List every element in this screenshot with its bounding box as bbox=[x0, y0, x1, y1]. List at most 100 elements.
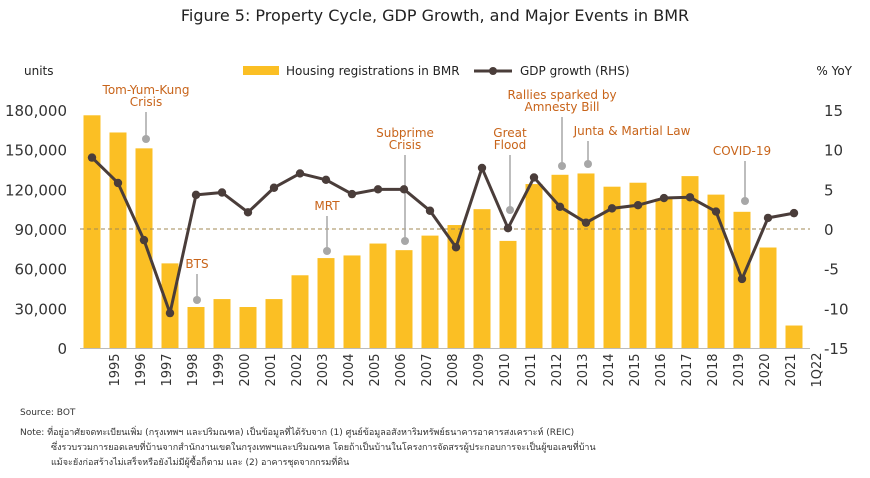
category-label: 2000 bbox=[238, 353, 253, 386]
right-tick-label: 10 bbox=[824, 142, 843, 160]
gdp-point bbox=[737, 274, 747, 284]
note-label: Note: bbox=[20, 428, 45, 438]
left-tick-label: 180,000 bbox=[5, 102, 67, 120]
category-label: 2021 bbox=[784, 353, 799, 386]
category-label: 2003 bbox=[316, 353, 331, 386]
annotation-marker bbox=[323, 247, 331, 255]
category-label: 2013 bbox=[576, 353, 591, 386]
category-label: 2019 bbox=[732, 353, 747, 386]
right-tick-label: -10 bbox=[824, 300, 849, 318]
right-tick-label: 5 bbox=[824, 181, 834, 199]
annotation-marker bbox=[401, 237, 409, 245]
bar bbox=[499, 240, 517, 348]
note-line-2: ซึ่งรวบรวมการยอดเลขที่บ้านจากสำนักงานเขต… bbox=[51, 443, 596, 453]
bar bbox=[213, 299, 231, 348]
gdp-point bbox=[295, 169, 305, 178]
bar bbox=[629, 182, 647, 348]
category-label: 2016 bbox=[654, 353, 669, 386]
bar bbox=[759, 247, 777, 348]
gdp-point bbox=[451, 243, 461, 252]
annotation-label: MRT bbox=[314, 199, 340, 213]
gdp-point bbox=[373, 185, 383, 194]
bar bbox=[369, 243, 387, 348]
gdp-point bbox=[165, 308, 175, 318]
category-label: 2007 bbox=[420, 353, 435, 386]
annotation-label: Amnesty Bill bbox=[525, 100, 600, 114]
annotation-label: Crisis bbox=[389, 138, 421, 152]
annotation-label: Great bbox=[493, 126, 527, 140]
bar bbox=[603, 186, 621, 348]
left-tick-label: 150,000 bbox=[5, 142, 67, 160]
bar bbox=[291, 275, 309, 348]
bar bbox=[187, 307, 205, 348]
source-text: Source: BOT bbox=[20, 408, 76, 418]
right-tick-label: -15 bbox=[824, 340, 849, 358]
bar bbox=[421, 235, 439, 348]
annotation-label: Rallies sparked by bbox=[507, 88, 616, 102]
chart-area: units % YoY Housing registrations in BMR GD… bbox=[5, 64, 853, 388]
bar bbox=[447, 225, 465, 348]
bar bbox=[655, 198, 673, 348]
annotation-label: BTS bbox=[185, 257, 208, 271]
annotation-marker bbox=[193, 296, 201, 304]
category-label: 2008 bbox=[446, 353, 461, 386]
annotation-label: Junta & Martial Law bbox=[573, 124, 691, 138]
category-label: 1Q22 bbox=[810, 352, 825, 387]
note-block: Note: ที่อยู่อาศัยจดทะเบียนเพิ่ม (กรุงเท… bbox=[20, 426, 596, 471]
gdp-point bbox=[659, 193, 669, 203]
gdp-point bbox=[581, 218, 591, 227]
left-axis-unit: units bbox=[24, 64, 54, 78]
note-text-1: ที่อยู่อาศัยจดทะเบียนเพิ่ม (กรุงเทพฯ และ… bbox=[47, 428, 575, 438]
category-label: 2011 bbox=[524, 353, 539, 386]
bar bbox=[135, 148, 153, 348]
category-label: 2015 bbox=[628, 353, 643, 386]
bar bbox=[525, 184, 543, 348]
category-label: 1996 bbox=[134, 353, 149, 386]
bar bbox=[161, 263, 179, 348]
annotation-label: Subprime bbox=[376, 126, 434, 140]
left-tick-label: 60,000 bbox=[15, 261, 68, 279]
bar bbox=[785, 325, 803, 348]
annotation-marker bbox=[142, 135, 150, 143]
gdp-point bbox=[399, 185, 409, 194]
gdp-point bbox=[711, 207, 721, 216]
annotation-label: Flood bbox=[494, 138, 527, 152]
gdp-point bbox=[139, 235, 149, 245]
bar bbox=[473, 209, 491, 348]
category-label: 2012 bbox=[550, 353, 565, 386]
left-tick-label: 120,000 bbox=[5, 181, 67, 199]
chart-title: Figure 5: Property Cycle, GDP Growth, an… bbox=[180, 6, 690, 25]
right-tick-label: 0 bbox=[824, 221, 834, 239]
category-label: 2014 bbox=[602, 353, 617, 386]
category-label: 2002 bbox=[290, 353, 305, 386]
gdp-point bbox=[607, 204, 617, 213]
annotation-label: Tom-Yum-Kung bbox=[102, 83, 190, 97]
gdp-point bbox=[477, 163, 487, 173]
left-tick-label: 30,000 bbox=[15, 300, 68, 318]
right-tick-label: -5 bbox=[824, 261, 839, 279]
gdp-point bbox=[789, 208, 799, 218]
category-label: 2009 bbox=[472, 353, 487, 386]
gdp-point bbox=[529, 173, 539, 182]
gdp-growth-line bbox=[90, 156, 795, 315]
category-label: 2001 bbox=[264, 353, 279, 386]
bar bbox=[239, 307, 257, 348]
gdp-point bbox=[321, 175, 331, 185]
gdp-point bbox=[87, 153, 97, 162]
gdp-point bbox=[555, 202, 565, 211]
category-label: 1999 bbox=[212, 353, 227, 386]
gdp-point bbox=[633, 201, 643, 210]
annotation-marker bbox=[506, 206, 514, 214]
bar bbox=[681, 176, 699, 348]
right-axis-unit: % YoY bbox=[816, 64, 852, 78]
bar bbox=[395, 250, 413, 348]
category-label: 1997 bbox=[160, 353, 175, 386]
bar bbox=[707, 194, 725, 348]
category-label: 2005 bbox=[368, 353, 383, 386]
gdp-point bbox=[217, 188, 227, 197]
bar bbox=[109, 132, 127, 348]
gdp-point bbox=[425, 206, 435, 215]
legend-line-label: GDP growth (RHS) bbox=[520, 64, 630, 78]
legend-bar-label: Housing registrations in BMR bbox=[286, 64, 460, 78]
gdp-point bbox=[243, 208, 253, 217]
